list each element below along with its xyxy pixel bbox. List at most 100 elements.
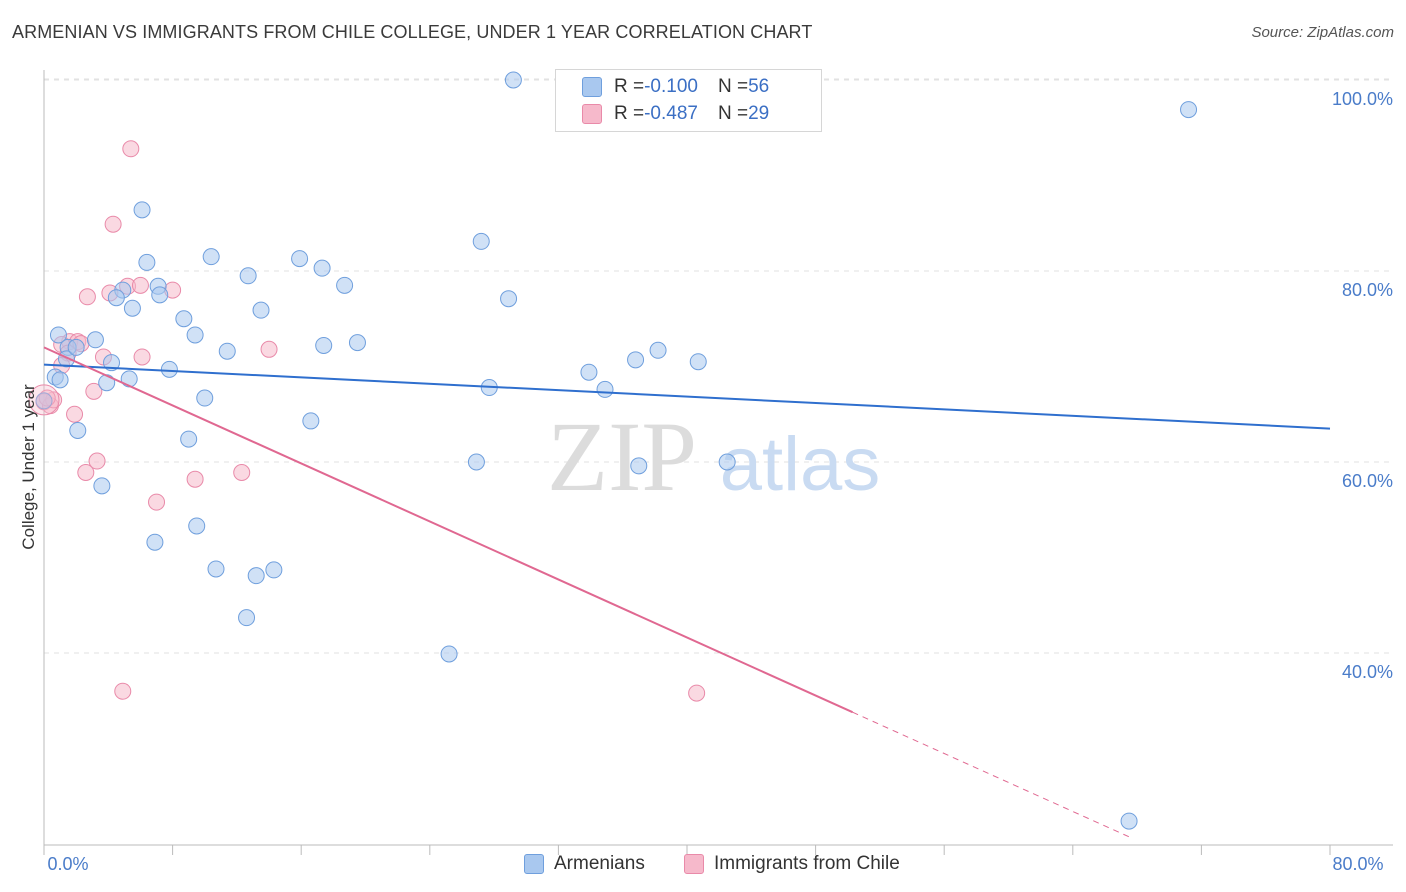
armenians-point: [239, 267, 257, 285]
legend-r-value: -0.100: [644, 76, 698, 97]
armenians-point: [718, 453, 736, 471]
armenians-point: [440, 645, 458, 663]
armenians-point: [348, 334, 366, 352]
legend-r-label: R =: [614, 103, 645, 124]
legend-item-armenians: Armenians: [524, 852, 645, 876]
armenians-point: [467, 453, 485, 471]
y-axis-label: College, Under 1 year: [19, 384, 38, 550]
armenians-point: [302, 412, 320, 430]
correlation-legend: R = -0.100 N = 56 R = -0.487 N = 29: [555, 69, 822, 132]
legend-row-armenians: R = -0.100 N = 56: [582, 74, 769, 100]
legend-label-chile: Immigrants from Chile: [714, 853, 900, 874]
watermark: ZIP atlas: [547, 401, 880, 512]
chile-point: [233, 464, 251, 482]
armenians-point: [504, 71, 522, 89]
data-points: [28, 71, 1198, 830]
armenians-point: [596, 380, 614, 398]
chart-title: ARMENIAN VS IMMIGRANTS FROM CHILE COLLEG…: [12, 22, 813, 42]
chile-point: [88, 452, 106, 470]
watermark-atlas: atlas: [720, 422, 881, 507]
chile-point: [85, 382, 103, 400]
armenians-point: [238, 609, 256, 627]
legend-row-chile: R = -0.487 N = 29: [582, 101, 769, 127]
armenians-point: [175, 310, 193, 328]
armenians-point: [180, 430, 198, 448]
armenians-point: [186, 326, 204, 344]
armenians-point: [49, 326, 67, 344]
armenians-point: [313, 259, 331, 277]
armenians-point: [202, 248, 220, 266]
armenians-point: [336, 276, 354, 294]
y-tick-label: 40.0%: [1342, 662, 1393, 682]
chile-point: [104, 215, 122, 233]
y-tick-label: 100.0%: [1332, 89, 1393, 109]
chile-point: [186, 470, 204, 488]
chile-point: [131, 276, 149, 294]
chile-point: [77, 464, 95, 482]
armenians-point: [151, 286, 169, 304]
x-tick-label-min: 0.0%: [47, 854, 88, 874]
armenians-point: [252, 301, 270, 319]
legend-r-value: -0.487: [644, 103, 698, 124]
armenians-point: [207, 560, 225, 578]
armenians-point: [689, 353, 707, 371]
armenians-point: [580, 363, 598, 381]
armenians-point: [218, 342, 236, 360]
armenians-point: [500, 290, 518, 308]
chile-swatch: [582, 104, 602, 124]
chile-point: [114, 682, 132, 700]
y-tick-label: 60.0%: [1342, 471, 1393, 491]
armenians-point: [146, 533, 164, 551]
armenians-point: [160, 360, 178, 378]
armenians-point: [315, 336, 333, 354]
armenians-point: [627, 351, 645, 369]
armenians-point: [51, 371, 69, 389]
armenians-point: [265, 561, 283, 579]
legend-n-value: 29: [748, 103, 770, 124]
armenians-point: [138, 253, 156, 271]
armenians-swatch: [582, 77, 602, 97]
armenians-point: [1180, 101, 1198, 119]
armenians-point: [1120, 812, 1138, 830]
chile-point: [688, 684, 706, 702]
armenians-point: [630, 457, 648, 475]
source-label: Source: ZipAtlas.com: [1251, 24, 1394, 41]
armenians-point: [196, 389, 214, 407]
armenians-point: [649, 341, 667, 359]
armenians-point: [133, 201, 151, 219]
armenians-point: [247, 567, 265, 585]
legend-label-armenians: Armenians: [554, 853, 645, 874]
legend-n-value: 56: [748, 76, 770, 97]
armenians-point: [107, 289, 125, 307]
legend-item-chile: Immigrants from Chile: [684, 852, 900, 876]
chile-point: [260, 340, 278, 358]
armenians-point: [93, 477, 111, 495]
armenians-trend-line: [43, 363, 1331, 430]
armenians-point: [69, 421, 87, 439]
armenians-point: [86, 331, 104, 349]
chile-trend-line: [43, 346, 853, 714]
chile-point: [66, 405, 84, 423]
armenians-point: [120, 370, 138, 388]
trend-lines: [43, 346, 1331, 839]
gridlines: [44, 78, 1393, 654]
chile-point: [148, 493, 166, 511]
legend-n-label: N =: [717, 103, 749, 124]
armenians-point: [103, 354, 121, 372]
watermark-zip: ZIP: [547, 401, 697, 512]
chile-trend-extension: [852, 711, 1133, 839]
chile-point: [78, 288, 96, 306]
chile-point: [122, 140, 140, 158]
armenians-point: [123, 299, 141, 317]
cluster-point: [28, 384, 60, 416]
x-tick-label-max: 80.0%: [1332, 854, 1383, 874]
chile-point: [133, 348, 151, 366]
legend-n-label: N =: [717, 76, 749, 97]
armenians-legend-swatch: [524, 854, 544, 874]
axes: [43, 70, 1393, 855]
chile-legend-swatch: [684, 854, 704, 874]
legend-r-label: R =: [614, 76, 645, 97]
armenians-point: [472, 232, 490, 250]
armenians-point: [67, 338, 85, 356]
